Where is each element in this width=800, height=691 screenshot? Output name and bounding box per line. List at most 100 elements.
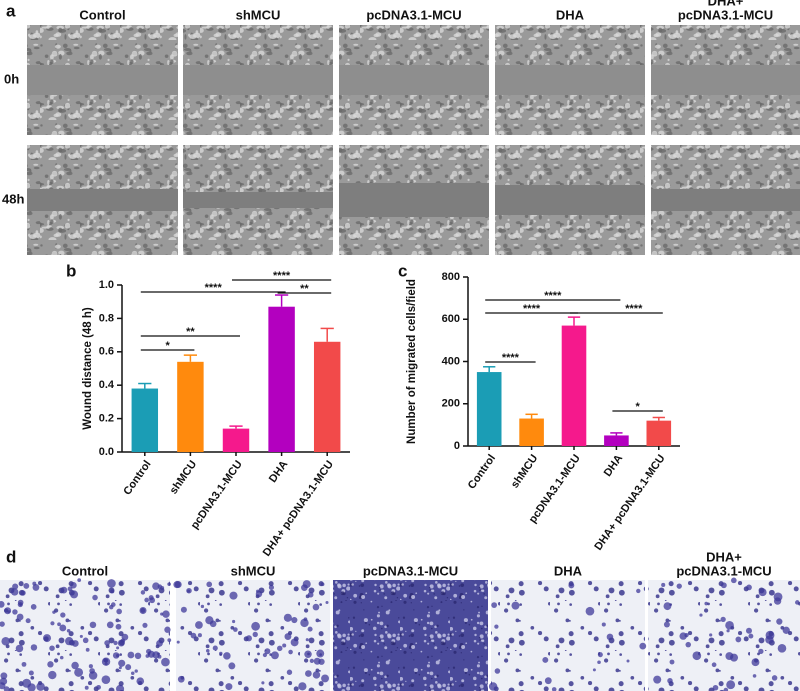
stained-cell — [212, 645, 218, 651]
wound-gap — [495, 185, 645, 215]
bar — [131, 388, 159, 452]
y-axis-label: Wound distance (48 h) — [82, 307, 94, 430]
stained-cell — [303, 617, 308, 622]
stained-cell — [312, 603, 320, 611]
y-tick-label: 0.8 — [99, 312, 114, 324]
wound-gap — [651, 65, 800, 95]
bar — [519, 418, 544, 446]
wound-gap — [27, 189, 178, 211]
stained-cell — [312, 671, 321, 679]
column-header: pcDNA3.1-MCU — [676, 563, 771, 578]
stained-cell — [711, 662, 717, 668]
stained-cell — [157, 584, 163, 589]
stained-cell — [167, 582, 171, 586]
column-header: DHA — [554, 563, 583, 578]
stained-cell — [313, 657, 321, 665]
stained-cell — [720, 582, 727, 589]
stained-cell — [298, 682, 307, 691]
stained-cell — [144, 597, 150, 603]
stained-cell — [110, 589, 115, 594]
stained-cell — [164, 626, 171, 633]
x-tick-label: Control — [121, 459, 153, 498]
row-label: 48h — [2, 191, 24, 206]
stained-cell — [229, 591, 238, 600]
stained-cell — [746, 584, 752, 591]
stained-cell — [0, 621, 5, 627]
stained-cell — [568, 582, 575, 589]
stained-cell — [104, 662, 108, 666]
stained-cell — [49, 645, 55, 651]
stained-cell — [152, 582, 160, 590]
stained-cell — [88, 671, 98, 680]
y-tick-label: 600 — [442, 313, 460, 325]
y-tick-label: 1.0 — [99, 279, 114, 291]
stained-cell — [307, 591, 314, 598]
y-tick-label: 0.6 — [99, 346, 114, 358]
stained-cell — [104, 640, 110, 646]
stained-cell — [491, 602, 498, 608]
significance-label: ** — [300, 283, 309, 295]
significance-label: * — [165, 340, 170, 352]
stained-cell — [96, 684, 101, 690]
x-tick-label: DHA — [602, 452, 626, 478]
error-bar — [183, 354, 198, 362]
stained-cell — [74, 667, 84, 677]
stained-cell — [307, 626, 313, 632]
stained-cell — [669, 659, 675, 665]
stained-cell — [712, 684, 719, 691]
column-header: DHA — [556, 7, 585, 22]
stained-cell — [116, 608, 122, 615]
x-tick-label: shMCU — [168, 458, 200, 496]
column-header: Control — [62, 563, 108, 578]
error-bar — [483, 366, 496, 373]
stained-cell — [601, 622, 606, 627]
stained-cell — [59, 624, 67, 632]
stained-cell — [663, 621, 670, 628]
stained-cell — [544, 677, 552, 685]
error-bar — [229, 425, 243, 429]
stained-cell — [726, 680, 736, 690]
stained-cell — [309, 658, 314, 664]
stained-cell — [57, 622, 61, 627]
stained-cell — [186, 587, 192, 594]
stained-cell — [71, 640, 79, 647]
stained-cell — [197, 633, 202, 638]
stained-cell — [765, 635, 774, 644]
stained-cell — [59, 655, 64, 660]
stained-cell — [161, 657, 170, 667]
stained-cell — [228, 662, 236, 670]
stained-cell — [118, 666, 122, 670]
stained-cell — [709, 633, 713, 637]
stained-cell — [101, 675, 111, 684]
stained-cell — [32, 584, 40, 591]
stained-cell — [639, 642, 647, 650]
stained-cell — [106, 621, 114, 629]
stained-cell — [103, 658, 108, 663]
stained-cell — [745, 627, 752, 634]
stained-cell — [156, 640, 163, 647]
stained-cell — [233, 627, 238, 632]
bar — [561, 325, 587, 446]
bar — [222, 428, 250, 452]
stained-cell — [667, 677, 673, 684]
stained-cell — [782, 626, 790, 634]
stained-cell — [52, 610, 56, 614]
column-header: shMCU — [231, 563, 276, 578]
stained-cell — [316, 649, 325, 658]
wound-gap — [651, 189, 800, 211]
wound-gap — [495, 65, 645, 95]
panel-label: a — [6, 1, 16, 20]
stained-cell — [261, 681, 265, 685]
wound-gap — [27, 65, 178, 95]
stained-cell — [82, 637, 89, 644]
stained-cell — [149, 597, 156, 604]
stained-cell — [284, 633, 292, 640]
stained-cell — [70, 582, 77, 589]
error-bar — [320, 327, 334, 342]
stained-cell — [88, 664, 93, 669]
stained-cell — [139, 607, 147, 615]
stained-cell — [232, 619, 236, 624]
stained-cell — [4, 607, 12, 615]
stained-cell — [606, 633, 614, 641]
